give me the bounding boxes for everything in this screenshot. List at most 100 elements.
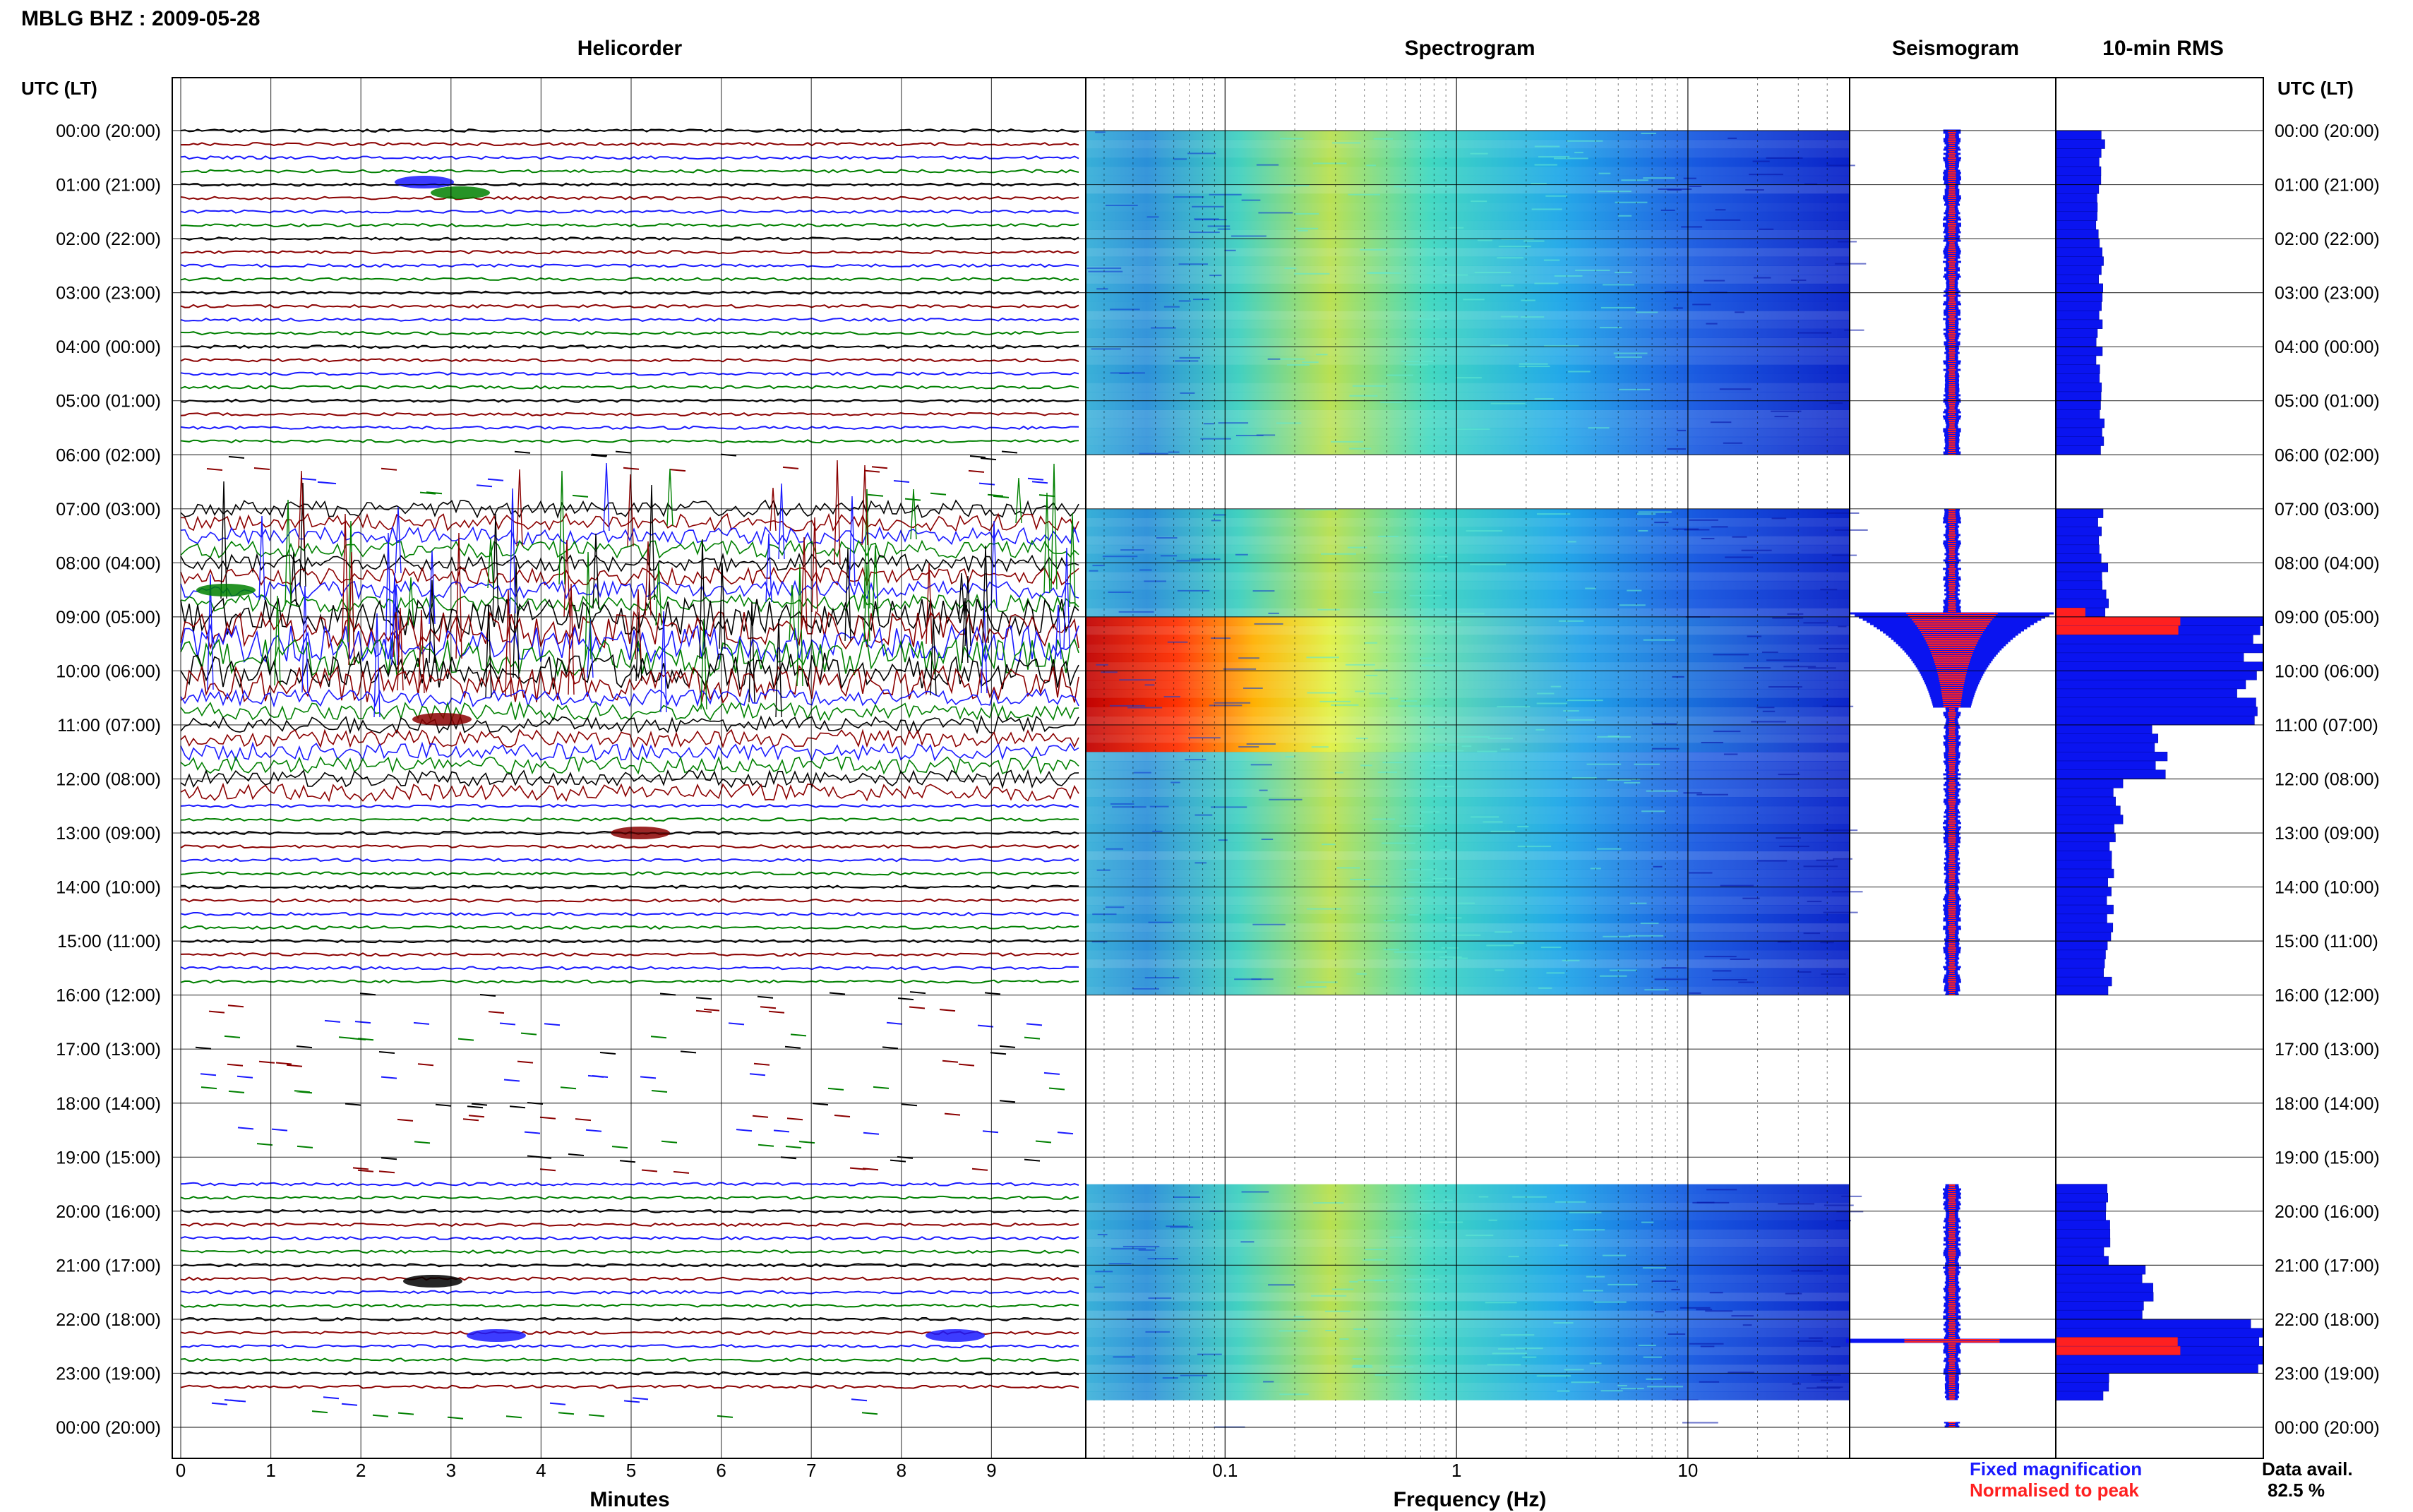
spectrogram-speckle (1420, 657, 1434, 659)
spectrogram-speckle (1779, 846, 1810, 848)
helicorder-trace (180, 498, 1079, 519)
spectrogram-speckle (1658, 188, 1692, 191)
spectrogram-speckle (1442, 274, 1468, 276)
spectrogram-row (1086, 1202, 1850, 1212)
helicorder-traces (180, 128, 1079, 1420)
helicorder-trace (311, 1410, 878, 1420)
spectrogram-speckle (1553, 157, 1588, 160)
spectrogram-speckle (1312, 162, 1347, 164)
spectrogram-speckle (1405, 364, 1429, 366)
spectrogram-speckle (1152, 830, 1163, 832)
spectrogram-row (1086, 779, 1850, 788)
spectrogram-row (1086, 869, 1850, 879)
helicorder-spike (645, 541, 652, 616)
spectrogram-speckle (1651, 748, 1679, 750)
rms-bar (2055, 130, 2102, 140)
spectrogram-speckle (1146, 216, 1159, 218)
spectrogram-speckle (1521, 299, 1535, 301)
helicorder-spike (391, 572, 398, 666)
spectrogram-speckle (1571, 776, 1597, 779)
helicorder-spike (487, 538, 494, 589)
spectrogram-speckle (1263, 1381, 1274, 1383)
rms-bar (2055, 715, 2255, 726)
time-label-right: 12:00 (08:00) (2275, 770, 2380, 790)
spectrogram-speckle (1306, 908, 1341, 910)
spectrogram-speckle (1644, 989, 1669, 991)
spectrogram-speckle (1439, 849, 1451, 851)
spectrogram-image (1086, 131, 1868, 1428)
time-label-left: 15:00 (11:00) (57, 932, 161, 952)
spectrogram-speckle (1749, 174, 1783, 176)
time-label-left: 07:00 (03:00) (56, 500, 161, 520)
spectrogram-speckle (1223, 668, 1257, 670)
spectrogram-speckle (1452, 957, 1468, 959)
rms-peak-bar (2056, 1337, 2178, 1347)
spectrogram-row (1086, 1265, 1850, 1275)
spectrogram-speckle (1279, 358, 1305, 360)
time-label-right: 07:00 (03:00) (2275, 500, 2380, 520)
spectrogram-speckle (1369, 885, 1391, 887)
helicorder-spike (395, 506, 402, 574)
rms-bar (2055, 1301, 2144, 1311)
spectrogram-speckle (1474, 272, 1511, 274)
spectrogram-speckle (1443, 1199, 1453, 1201)
spectrogram-row (1086, 211, 1850, 222)
spectrogram-speckle (1207, 225, 1231, 227)
spectrogram-speckle (1487, 1364, 1521, 1366)
helicorder-event (196, 584, 256, 596)
rms-bar (2055, 851, 2112, 860)
spectrogram-speckle (1640, 923, 1659, 925)
spectrogram-speckle (1132, 988, 1159, 990)
rms-bar (2055, 860, 2112, 870)
rms-bar (2055, 553, 2102, 563)
helicorder-spike (207, 574, 214, 690)
spectrogram-speckle (1360, 248, 1387, 251)
spectrogram-speckle (1470, 152, 1488, 155)
rms-bar (2055, 697, 2256, 707)
spectrogram-speckle (1494, 931, 1513, 933)
spectrogram-speckle (1156, 536, 1178, 539)
spectrogram-row (1086, 913, 1850, 924)
spectrogram-speckle (1297, 986, 1327, 988)
helicorder-trace (208, 1004, 956, 1014)
rms-bar (2055, 724, 2152, 735)
rms-bar (2055, 815, 2124, 824)
time-label-right: 11:00 (07:00) (2275, 716, 2378, 736)
spectrogram-speckle (1218, 422, 1249, 424)
spectrogram-speckle (1624, 781, 1641, 784)
helicorder-spike (1055, 604, 1062, 660)
spectrogram-speckle (1498, 246, 1531, 248)
time-label-left: 14:00 (10:00) (56, 878, 161, 898)
spectrogram-speckle (1636, 513, 1656, 515)
rms-bar (2055, 418, 2104, 428)
spectrogram-speckle (1823, 911, 1858, 913)
spectrogram-speckle (1279, 1393, 1309, 1396)
spectrogram-speckle (1682, 1422, 1718, 1424)
station-title: MBLG BHZ : 2009-05-28 (21, 7, 261, 30)
spectrogram-row (1086, 203, 1850, 212)
rms-bar (2055, 1292, 2154, 1302)
spectrogram-speckle (1681, 226, 1703, 228)
rms-bar (2055, 940, 2108, 951)
spectrogram-speckle (1441, 947, 1459, 949)
spectrogram-speckle (1432, 877, 1456, 880)
rms-title: 10-min RMS (2102, 37, 2224, 60)
rms-bar (2055, 436, 2104, 446)
data-gap (1086, 455, 1849, 509)
helicorder-spike (863, 488, 870, 609)
spectrogram-row (1086, 184, 1850, 194)
spectrogram-speckle (1175, 360, 1199, 362)
spectrogram-speckle (1712, 978, 1747, 980)
spectrogram-speckle (1286, 364, 1310, 366)
helicorder-spike (666, 468, 673, 527)
spectrogram-title: Spectrogram (1404, 37, 1535, 60)
spectrogram-speckle (1261, 839, 1274, 841)
rms-peak-bar (2056, 1346, 2181, 1355)
rms-bar (2055, 409, 2100, 419)
helicorder-trace (180, 664, 1079, 704)
utc-header-left: UTC (LT) (21, 78, 97, 99)
spectrogram-row (1086, 1238, 1850, 1248)
helicorder-trace (180, 155, 1079, 160)
helicorder-trace (180, 385, 1079, 390)
rms-bar (2055, 517, 2098, 527)
